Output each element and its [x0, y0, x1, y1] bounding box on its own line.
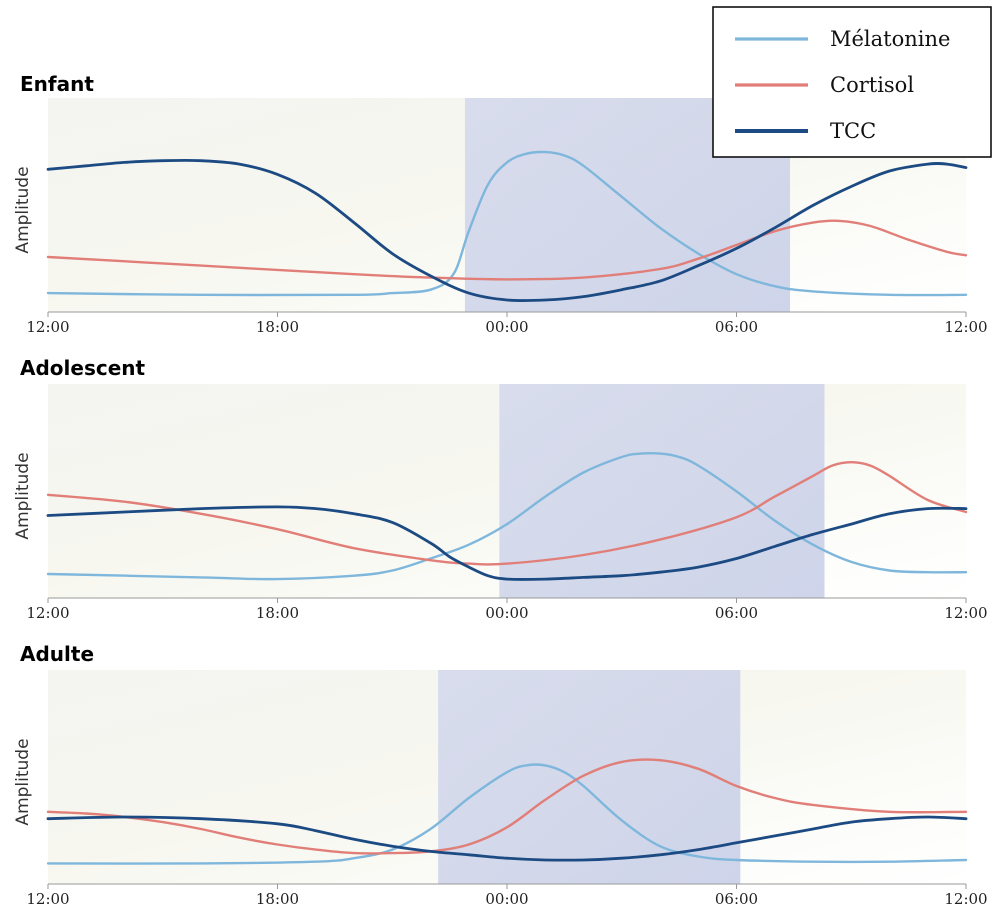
series-line-cortisol	[46, 219, 968, 281]
x-tick-label: 00:00	[485, 890, 528, 908]
x-tick-label: 12:00	[26, 318, 69, 336]
panel-title: Enfant	[20, 72, 94, 96]
legend-label-cortisol: Cortisol	[830, 73, 914, 97]
series-line-cortisol	[46, 461, 968, 566]
panel-title: Adulte	[20, 642, 94, 666]
x-tick-label: 12:00	[944, 604, 987, 622]
x-tick-label: 00:00	[485, 604, 528, 622]
legend-label-melatonine: Mélatonine	[830, 27, 950, 51]
x-tick-label: 12:00	[26, 604, 69, 622]
y-axis-label: Amplitude	[13, 738, 33, 825]
x-tick-label: 06:00	[715, 604, 758, 622]
x-tick-label: 12:00	[26, 890, 69, 908]
series-line-melatonine	[46, 763, 968, 865]
x-tick-label: 06:00	[715, 890, 758, 908]
chart-legend: Mélatonine Cortisol TCC	[712, 6, 992, 158]
panel-adolescent: 12:00 18:00 00:00 06:00 12:00 Adolescent Ampli…	[13, 356, 988, 622]
sleep-window	[499, 384, 825, 598]
series-line-tcc	[46, 505, 968, 581]
x-tick-label: 12:00	[944, 890, 987, 908]
x-tick-label: 00:00	[485, 318, 528, 336]
x-tick-label: 12:00	[944, 318, 987, 336]
panel-title: Adolescent	[20, 356, 146, 380]
series-line-melatonine	[46, 451, 968, 581]
x-tick-label: 18:00	[256, 318, 299, 336]
series-line-melatonine	[46, 150, 968, 297]
panel-adulte: 12:00 18:00 00:00 06:00 12:00 Adulte Amplitude	[13, 642, 988, 908]
legend-label-tcc: TCC	[830, 119, 876, 143]
y-axis-label: Amplitude	[13, 166, 33, 253]
x-tick-label: 18:00	[256, 604, 299, 622]
chart-panels: 12:00 18:00 00:00 06:00 12:00 Enfant Amplitude…	[13, 72, 988, 908]
x-tick-label: 06:00	[715, 318, 758, 336]
sleep-window	[438, 670, 741, 884]
y-axis-label: Amplitude	[13, 452, 33, 539]
series-line-cortisol	[46, 758, 968, 855]
x-tick-label: 18:00	[256, 890, 299, 908]
series-line-tcc	[46, 158, 968, 303]
series-line-tcc	[46, 815, 968, 862]
